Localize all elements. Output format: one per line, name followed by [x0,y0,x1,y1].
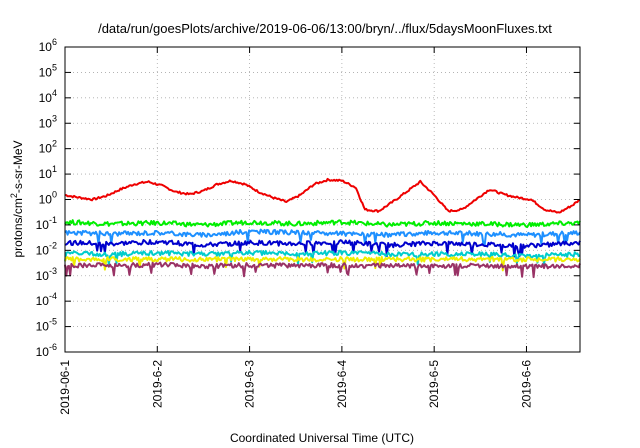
y-tick-label: 10-2 [36,240,57,257]
y-tick-label-base: 10 [36,320,50,334]
y-tick-label-base: 10 [39,193,53,207]
y-tick-label-exponent: -1 [49,215,57,225]
y-tick-label: 104 [39,88,57,105]
y-axis-label-suffix: -s-sr-MeV [11,140,25,193]
y-tick-label-base: 10 [39,142,53,156]
y-tick-label-base: 10 [39,116,53,130]
x-tick-label: 2019-6-5 [427,360,441,408]
y-tick-label-base: 10 [36,294,50,308]
y-tick-label-base: 10 [39,91,53,105]
series-line-6 [64,261,581,279]
y-tick-label-exponent: 2 [52,139,57,149]
y-tick-label-exponent: 1 [52,164,57,174]
y-tick-label-exponent: -5 [49,317,57,327]
y-axis-label-sup: 2 [9,193,19,198]
y-tick-label-base: 10 [36,345,50,359]
chart-title: /data/run/goesPlots/archive/2019-06-06/1… [98,21,552,36]
y-tick-label-exponent: -3 [49,266,57,276]
y-tick-label: 10-6 [36,342,57,359]
y-tick-label: 106 [39,37,57,54]
y-tick-label-base: 10 [36,243,50,257]
y-tick-label: 102 [39,139,57,156]
x-tick-labels: 2019-06-1 2019-6-2 2019-6-3 2019-6-4 2019-6-… [58,360,533,415]
y-tick-label-base: 10 [36,269,50,283]
series-line-2 [64,228,581,246]
ticks [64,46,580,353]
series-group [64,177,581,279]
y-tick-label: 10-4 [36,291,57,308]
y-tick-label: 105 [39,62,57,79]
plot-frame [64,46,581,353]
y-tick-label-exponent: 5 [52,62,57,72]
y-tick-label-exponent: 0 [52,190,57,200]
x-tick-label: 2019-6-2 [150,360,164,408]
y-tick-label-exponent: -4 [49,291,57,301]
x-tick-label: 2019-6-6 [519,360,533,408]
series-line-1 [64,219,581,229]
y-tick-label-base: 10 [36,218,50,232]
y-tick-label-exponent: -6 [49,342,57,352]
x-axis-label: Coordinated Universal Time (UTC) [230,431,414,445]
y-tick-label-base: 10 [39,40,53,54]
y-tick-label: 10-3 [36,266,57,283]
y-tick-label: 10-5 [36,317,57,334]
y-axis-label-prefix: protons/cm [11,198,25,257]
y-tick-labels: 10610510410310210110010-110-210-310-410-… [36,37,57,359]
y-tick-label-exponent: 6 [52,37,57,47]
y-tick-label: 101 [39,164,57,181]
y-tick-label: 103 [39,113,57,130]
y-axis-label: protons/cm2-s-sr-MeV [9,140,25,257]
series-line-5 [64,255,581,272]
y-tick-label-exponent: 4 [52,88,57,98]
y-tick-label-exponent: 3 [52,113,57,123]
x-tick-label: 2019-6-3 [243,360,257,408]
y-tick-label-base: 10 [39,167,53,181]
series-line-0 [64,177,581,214]
grid [65,47,580,352]
y-tick-label-exponent: -2 [49,240,57,250]
y-tick-label: 10-1 [36,215,57,232]
x-tick-label: 2019-6-4 [335,360,349,408]
y-tick-label: 100 [39,190,57,207]
x-tick-label: 2019-06-1 [58,360,72,415]
y-tick-label-base: 10 [39,65,53,79]
series-line-3 [64,239,581,258]
series-line-4 [64,249,581,266]
